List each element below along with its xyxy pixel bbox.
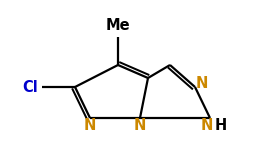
Text: N: N	[134, 117, 146, 133]
Text: N: N	[201, 117, 213, 133]
Text: H: H	[215, 117, 227, 133]
Text: Cl: Cl	[22, 80, 38, 95]
Text: N: N	[196, 77, 208, 91]
Text: Me: Me	[106, 18, 130, 33]
Text: N: N	[84, 117, 96, 133]
